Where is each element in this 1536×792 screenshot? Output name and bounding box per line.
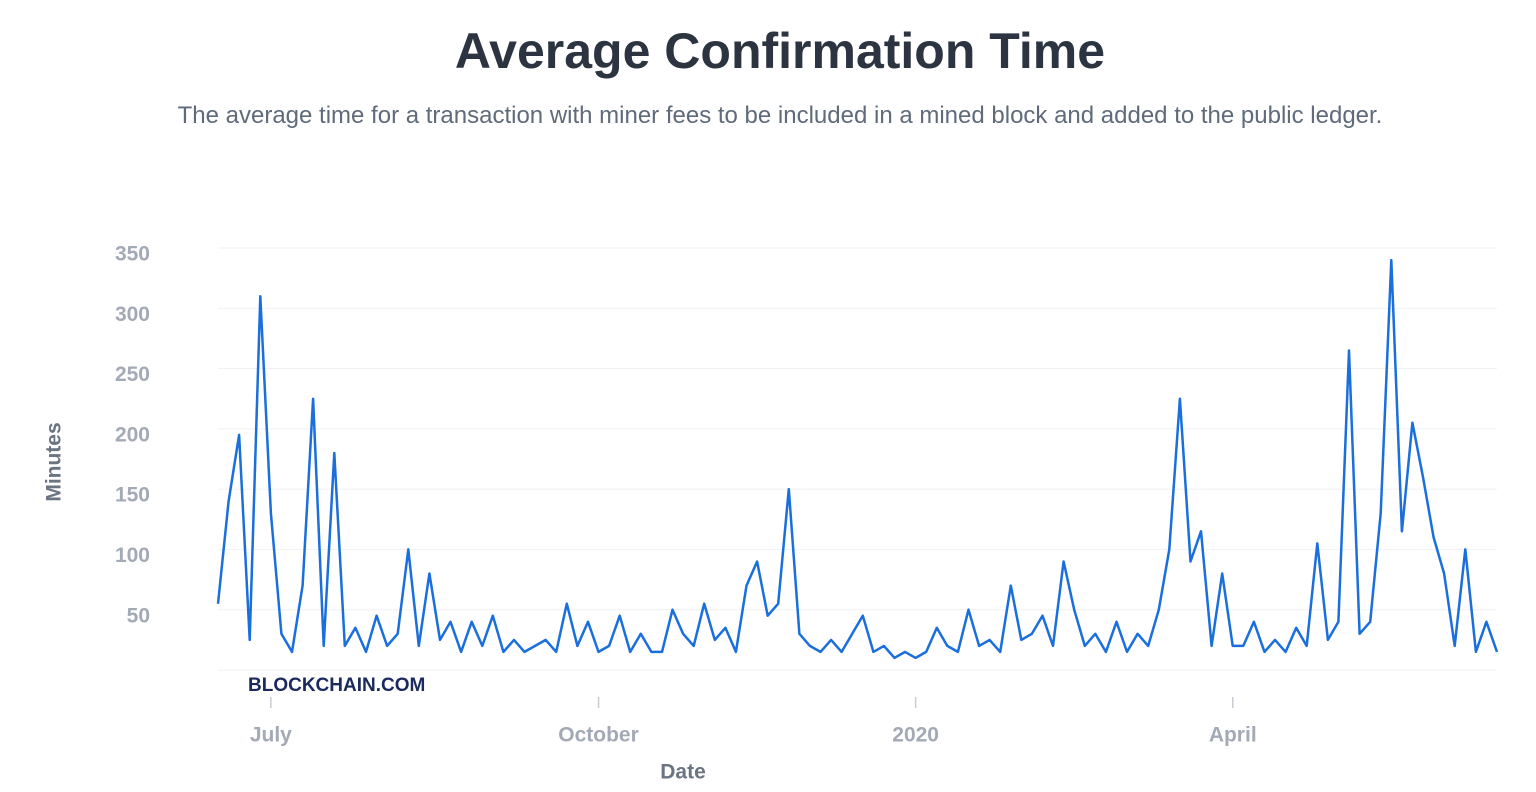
x-tick-label: 2020 [892,724,939,747]
y-tick-label: 150 [115,484,150,507]
y-tick-label: 300 [115,303,150,326]
x-axis-title: Date [660,761,706,784]
y-tick-label: 200 [115,423,150,446]
y-tick-label: 350 [115,243,150,266]
x-tick-label: April [1209,724,1257,747]
y-tick-label: 50 [127,604,150,627]
x-tick-label: July [250,724,292,747]
x-tick-label: October [558,724,639,747]
chart-title: Average Confirmation Time [454,23,1106,79]
watermark: BLOCKCHAIN.COM [248,675,425,696]
y-tick-label: 250 [115,363,150,386]
y-axis-title: Minutes [43,422,66,501]
y-tick-label: 100 [115,544,150,567]
chart-subtitle: The average time for a transaction with … [177,102,1383,129]
data-line [216,258,1499,660]
